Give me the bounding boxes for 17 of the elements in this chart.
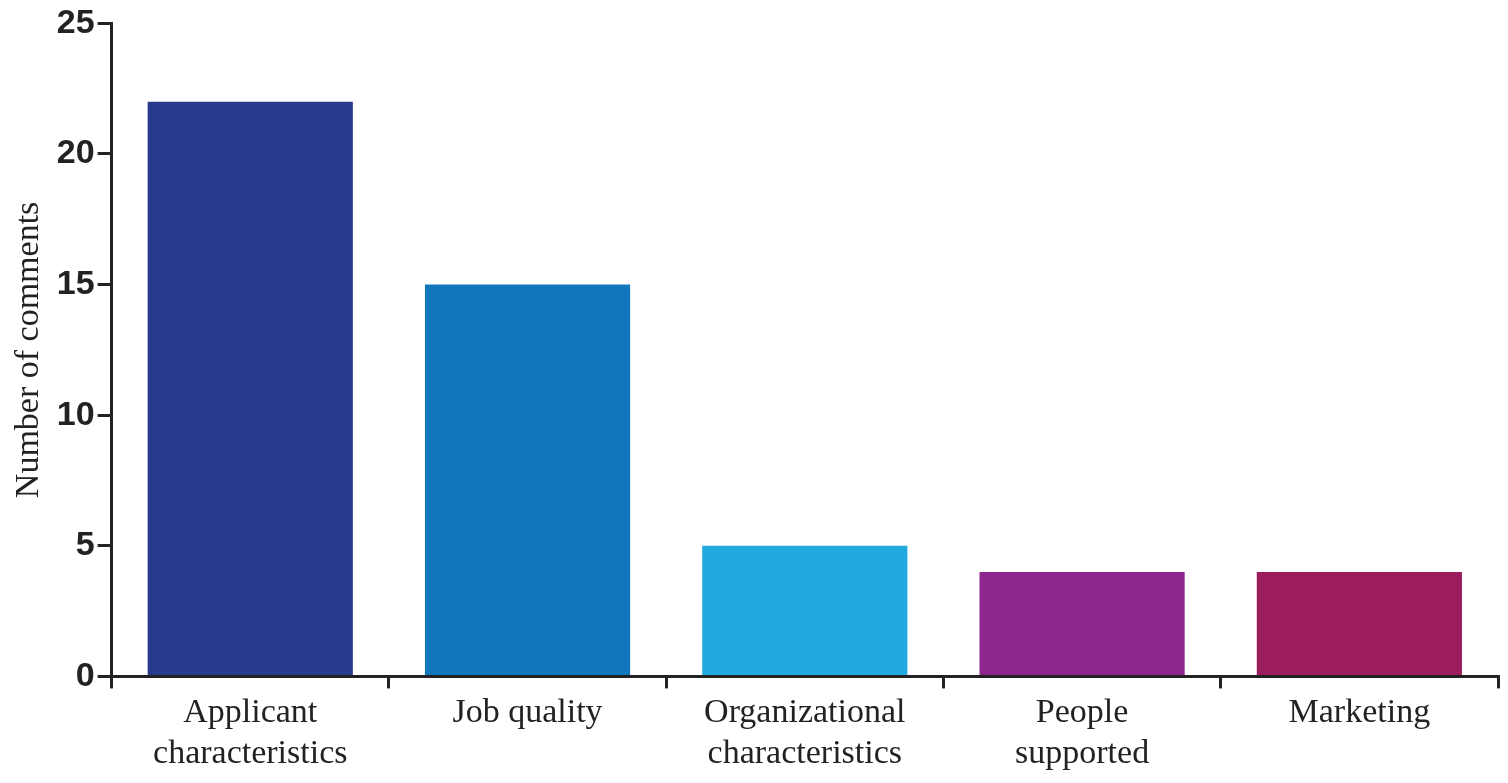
x-tick-label: People supported xyxy=(1015,691,1150,770)
bar xyxy=(424,284,631,675)
y-tick-label: 5 xyxy=(75,524,95,563)
x-tick-label: Marketing xyxy=(1288,691,1431,729)
bar xyxy=(147,101,353,675)
x-tick-label: Job quality xyxy=(452,691,603,729)
y-tick-label: 10 xyxy=(56,393,95,432)
y-tick-label: 25 xyxy=(56,1,95,40)
bar xyxy=(1256,571,1462,675)
y-tick-label: 20 xyxy=(56,132,95,171)
bar xyxy=(979,571,1185,675)
y-axis-title: Number of comments xyxy=(8,201,46,499)
y-tick-label: 0 xyxy=(75,654,95,693)
y-tick-label: 15 xyxy=(56,262,95,301)
x-tick-label: Organizational characteristics xyxy=(704,691,906,770)
bar xyxy=(702,545,908,675)
x-tick-label: Applicant characteristics xyxy=(153,691,348,770)
